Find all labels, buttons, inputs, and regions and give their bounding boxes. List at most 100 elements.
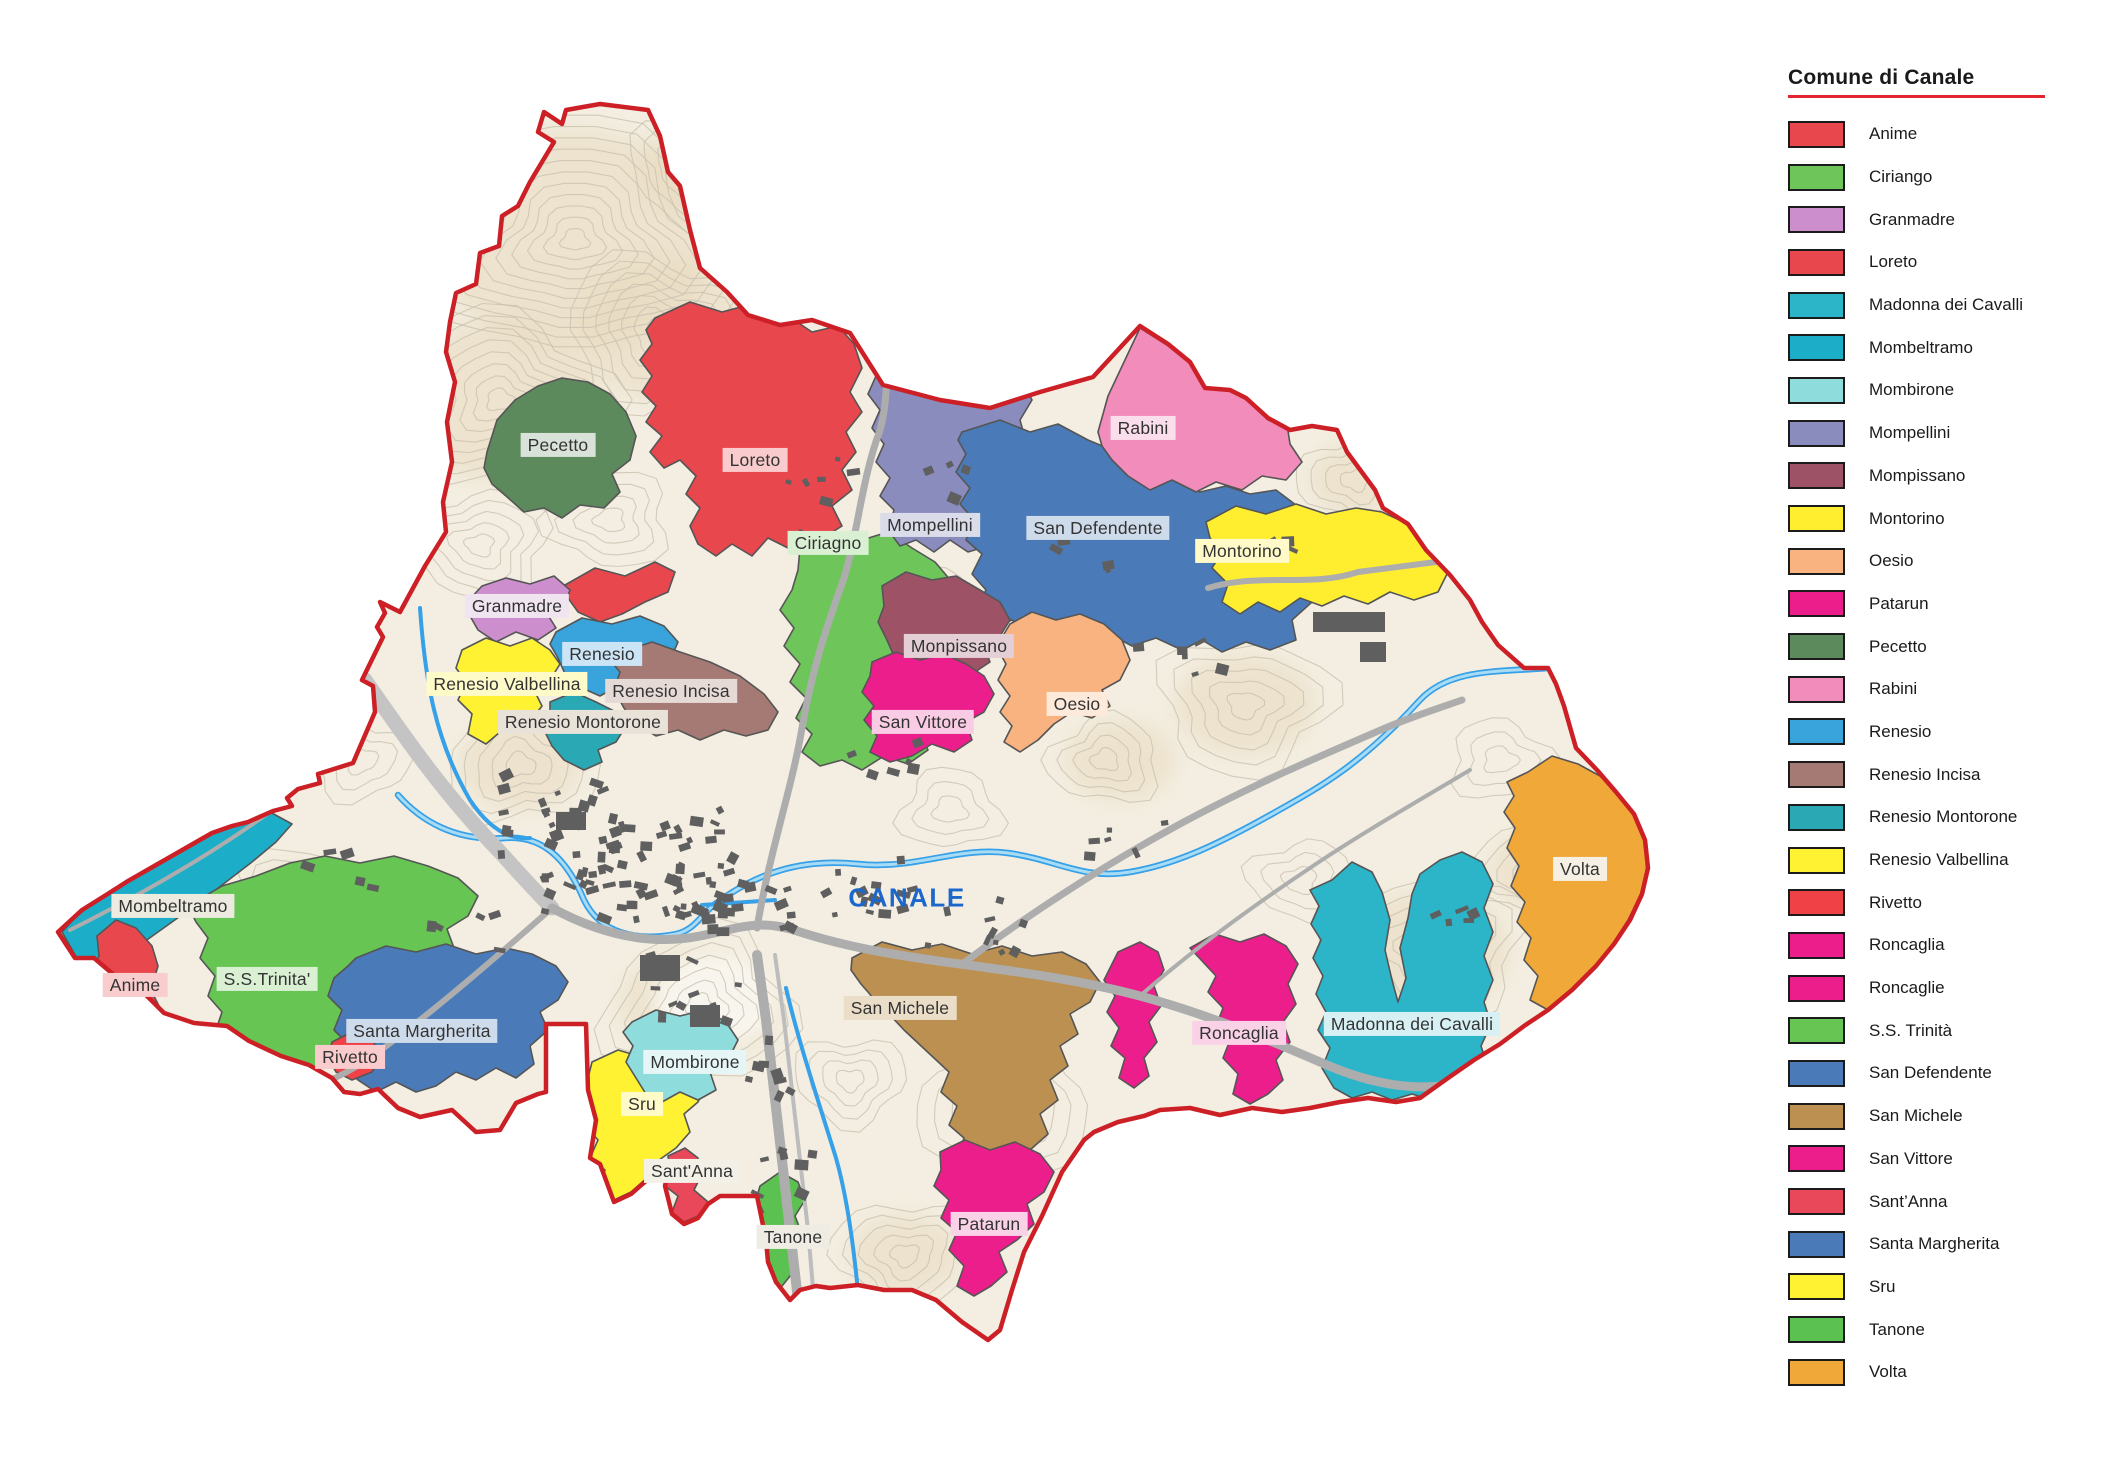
legend-item: Renesio Valbellina	[1788, 839, 2118, 882]
road	[753, 314, 890, 932]
legend-item: Montorino	[1788, 497, 2118, 540]
legend-item-label: Roncaglie	[1869, 978, 1945, 998]
region-label-santa-margherita: Santa Margherita	[346, 1018, 498, 1044]
legend-list: Anime Ciriango Granmadre Loreto Madonna dei …	[1788, 113, 2118, 1394]
road	[357, 672, 560, 916]
legend-item-label: Rabini	[1869, 679, 1918, 699]
region-label-renesio-montorone: Renesio Montorone	[497, 709, 669, 735]
legend-item-label: Ciriango	[1869, 167, 1933, 187]
legend-panel: Comune di Canale Anime Ciriango Granmadre L…	[1788, 66, 2118, 1394]
region-label-patarun: Patarun	[950, 1211, 1028, 1237]
legend-color-swatch	[1788, 163, 1845, 191]
region-label-s-s-trinita-: S.S.Trinita'	[216, 966, 318, 992]
legend-item-label: Volta	[1869, 1362, 1907, 1382]
legend-color-swatch	[1788, 889, 1845, 917]
legend-color-swatch	[1788, 1273, 1845, 1301]
legend-color-swatch	[1788, 547, 1845, 575]
legend-color-swatch	[1788, 1017, 1845, 1045]
legend-item-label: Renesio Incisa	[1869, 764, 1981, 784]
region-label-mombirone: Mombirone	[643, 1049, 747, 1075]
legend-item: Patarun	[1788, 583, 2118, 626]
legend-color-swatch	[1788, 590, 1845, 618]
legend-item-label: Mompissano	[1869, 465, 1966, 485]
legend-item: Renesio Montorone	[1788, 796, 2118, 839]
legend-color-swatch	[1788, 931, 1845, 959]
region-label-rivetto: Rivetto	[315, 1044, 385, 1070]
legend-item: Ciriango	[1788, 156, 2118, 199]
legend-item-label: Roncaglia	[1869, 935, 1945, 955]
region-label-renesio: Renesio	[562, 641, 642, 667]
region-oesio	[995, 611, 1131, 753]
legend-item: San Vittore	[1788, 1138, 2118, 1181]
region-label-oesio: Oesio	[1046, 691, 1108, 717]
legend-color-swatch	[1788, 291, 1845, 319]
legend-item-label: Santa Margherita	[1869, 1234, 2000, 1254]
legend-item-label: Oesio	[1869, 551, 1914, 571]
legend-color-swatch	[1788, 1145, 1845, 1173]
region-label-renesio-valbellina: Renesio Valbellina	[426, 671, 588, 697]
legend-item: Renesio	[1788, 711, 2118, 754]
legend-item: Sant’Anna	[1788, 1180, 2118, 1223]
legend-item: Loreto	[1788, 241, 2118, 284]
legend-item: Sru	[1788, 1266, 2118, 1309]
legend-item-label: Anime	[1869, 124, 1918, 144]
road	[752, 950, 813, 1340]
legend-item: Roncaglia	[1788, 924, 2118, 967]
legend-item-label: San Vittore	[1869, 1148, 1953, 1168]
legend-item: Granmadre	[1788, 198, 2118, 241]
legend-item-label: Renesio Valbellina	[1869, 850, 2009, 870]
legend-color-swatch	[1788, 974, 1845, 1002]
region-label-sru: Sru	[621, 1091, 663, 1117]
legend-title: Comune di Canale	[1788, 66, 2045, 98]
legend-item-label: Granmadre	[1869, 209, 1955, 229]
region-label-sant-anna: Sant'Anna	[643, 1158, 741, 1184]
legend-color-swatch	[1788, 675, 1845, 703]
region-label-ciriagno: Ciriagno	[787, 530, 869, 556]
legend-item-label: Tanone	[1869, 1319, 1925, 1339]
region-label-san-vittore: San Vittore	[871, 709, 975, 735]
legend-color-swatch	[1788, 761, 1845, 789]
region-label-madonna-dei-cavalli: Madonna dei Cavalli	[1323, 1011, 1501, 1037]
town-name-label: CANALE	[848, 882, 966, 913]
legend-color-swatch	[1788, 803, 1845, 831]
legend-item-label: Rivetto	[1869, 892, 1922, 912]
region-rabini	[1097, 327, 1303, 493]
region-label-loreto: Loreto	[722, 447, 788, 473]
region-roncaglia	[1189, 933, 1299, 1105]
region-label-renesio-incisa: Renesio Incisa	[605, 678, 737, 704]
legend-item: Mompellini	[1788, 412, 2118, 455]
road	[1205, 559, 1439, 591]
legend-color-swatch	[1788, 419, 1845, 447]
region-loreto	[564, 561, 676, 623]
legend-item: Madonna dei Cavalli	[1788, 284, 2118, 327]
region-label-pecetto: Pecetto	[520, 432, 596, 458]
legend-item-label: Madonna dei Cavalli	[1869, 295, 2024, 315]
legend-item-label: Mombirone	[1869, 380, 1955, 400]
legend-item-label: Sant’Anna	[1869, 1191, 1948, 1211]
legend-item: Volta	[1788, 1351, 2118, 1394]
region-label-san-defendente: San Defendente	[1026, 515, 1170, 541]
legend-color-swatch	[1788, 120, 1845, 148]
legend-color-swatch	[1788, 1188, 1845, 1216]
legend-item-label: S.S. Trinità	[1869, 1020, 1953, 1040]
legend-item: Anime	[1788, 113, 2118, 156]
region-label-monpissano: Monpissano	[903, 633, 1015, 659]
legend-item: Renesio Incisa	[1788, 753, 2118, 796]
legend-item: Rivetto	[1788, 881, 2118, 924]
legend-color-swatch	[1788, 1059, 1845, 1087]
legend-color-swatch	[1788, 1230, 1845, 1258]
legend-item-label: San Defendente	[1869, 1063, 1992, 1083]
region-label-montorino: Montorino	[1195, 538, 1289, 564]
region-label-rabini: Rabini	[1110, 415, 1176, 441]
legend-item: Pecetto	[1788, 625, 2118, 668]
region-label-granmadre: Granmadre	[464, 593, 570, 619]
legend-color-swatch	[1788, 633, 1845, 661]
legend-item-label: Renesio Montorone	[1869, 807, 2018, 827]
legend-item: S.S. Trinità	[1788, 1009, 2118, 1052]
road	[958, 696, 1466, 968]
legend-color-swatch	[1788, 1316, 1845, 1344]
river-south	[784, 986, 860, 1294]
legend-color-swatch	[1788, 846, 1845, 874]
region-label-mombeltramo: Mombeltramo	[111, 893, 235, 919]
